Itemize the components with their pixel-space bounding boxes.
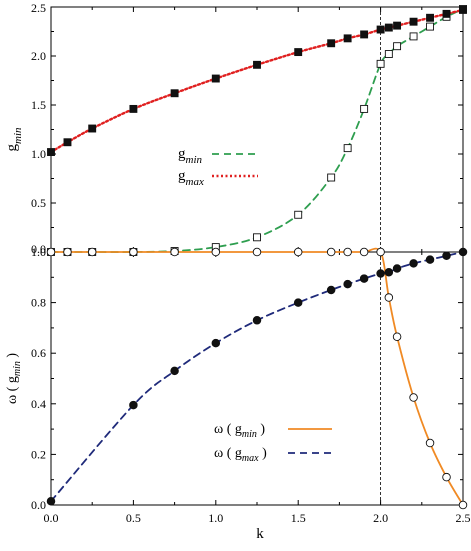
legend-label-omega-min: ω ( gmin )	[214, 422, 265, 440]
top-series-max-point	[88, 124, 97, 133]
bottom-series-max-point	[442, 251, 451, 261]
top-series-max-point	[360, 30, 369, 39]
bottom-ytick-label: 0.8	[31, 296, 46, 310]
bottom-series-max-point	[129, 400, 138, 410]
bottom-series-min-line	[50, 247, 464, 506]
top-ytick-label: 1.0	[31, 147, 46, 161]
x-axis-label: k	[256, 526, 264, 542]
bottom-series-min-point	[87, 247, 97, 257]
top-series-max-point	[253, 60, 261, 69]
bottom-series-max-point	[458, 247, 468, 257]
bottom-series-min-point	[343, 247, 352, 257]
top-series-min-point	[294, 210, 303, 219]
bottom-series-max-point	[392, 264, 402, 273]
bottom-series-min-point	[392, 332, 402, 342]
top-series-max-line	[49, 8, 465, 154]
bottom-xtick-label: 1.0	[208, 511, 223, 525]
top-series-max-point	[129, 104, 138, 113]
bottom-series-min-point	[293, 247, 303, 257]
bottom-series-max-point	[211, 338, 221, 348]
legend-label-omega-max: ω ( gmax )	[214, 446, 267, 464]
bottom-ytick-label: 0.6	[31, 346, 46, 360]
bottom-series-min-point	[409, 393, 418, 402]
bottom-series-min-point	[46, 247, 56, 257]
bottom-ytick-label: 0.2	[31, 447, 46, 461]
bottom-xtick-label: 2.0	[373, 511, 388, 525]
top-ytick-label: 0.0	[31, 242, 46, 256]
bottom-frame	[50, 251, 464, 506]
bottom-series-min-point	[326, 247, 336, 257]
bottom-series-min-point	[384, 293, 394, 302]
bottom-series-min-point	[252, 247, 262, 257]
bottom-series-max-point	[46, 496, 56, 506]
legend-label-min: gmin	[178, 146, 203, 166]
bottom-series-max-point	[359, 274, 369, 283]
bottom-xtick-label: 2.5	[456, 511, 471, 525]
bottom-ytick-label: 1.0	[31, 245, 46, 259]
y-axis-label-top: gmin	[4, 127, 24, 152]
top-series-max-point	[294, 48, 303, 57]
bottom-series-min-point	[458, 500, 468, 510]
legend-label-max: gmax	[178, 168, 204, 188]
top-series-min-line	[50, 8, 464, 253]
top-series-max-point	[170, 89, 179, 98]
top-series-min-point	[253, 233, 261, 242]
top-series-max-point	[459, 5, 467, 14]
top-series-min-point	[409, 32, 418, 41]
top-series-max-point	[376, 25, 385, 34]
bottom-xtick-label: 1.5	[291, 511, 306, 525]
top-series-max-point	[47, 148, 55, 156]
top-series-max-point	[211, 74, 220, 83]
bottom-series-max-point	[384, 267, 394, 277]
top-ytick-label: 0.5	[31, 196, 46, 210]
top-ytick-label: 2.0	[31, 49, 46, 63]
bottom-series-max-point	[326, 285, 336, 295]
bottom-series-max-point	[409, 259, 418, 268]
bottom-xtick-label: 0.5	[126, 511, 141, 525]
bottom-series-max-point	[376, 269, 385, 278]
top-series-min-point	[376, 59, 385, 68]
top-series-min-point	[343, 144, 352, 153]
bottom-series-min-point	[442, 472, 451, 482]
top-ytick-label: 2.5	[31, 1, 46, 15]
bottom-series-min-point	[359, 247, 369, 257]
panel-omega: 0.00.20.40.60.81.00.0 0.5 1.0 1.5 2.0 2.5kω (…	[5, 245, 471, 542]
bottom-series-min-point	[425, 438, 435, 448]
bottom-xtick-label: 0.0	[44, 511, 59, 525]
bottom-series-max-point	[293, 298, 303, 307]
bottom-series-min-point	[129, 247, 138, 257]
bottom-series-min-point	[63, 247, 72, 257]
bottom-series-max-point	[170, 366, 179, 376]
top-series-max-point	[343, 34, 352, 43]
top-series-max-point	[426, 13, 434, 22]
bottom-ytick-label: 0.4	[31, 397, 46, 411]
top-series-max-point	[384, 23, 393, 32]
top-series-max-point	[409, 17, 418, 26]
bottom-series-min-point	[376, 247, 385, 257]
top-series-min-point	[393, 42, 402, 51]
top-series-max-point	[442, 9, 451, 18]
bottom-series-min-point	[211, 247, 221, 257]
top-series-max-point	[393, 21, 402, 30]
top-series-min-point	[360, 104, 369, 113]
top-series-min-point	[426, 22, 434, 31]
bottom-series-max-point	[252, 316, 262, 325]
bottom-ytick-label: 0.0	[31, 498, 46, 512]
top-series-max-point	[327, 39, 336, 48]
top-series-min-point	[327, 173, 336, 182]
y-axis-label-bottom: ω ( gmin )	[5, 353, 23, 404]
top-series-min-point	[384, 50, 393, 58]
bottom-series-min-point	[170, 247, 179, 257]
bottom-series-max-point	[343, 279, 352, 289]
bottom-series-max-line	[50, 251, 464, 503]
top-ytick-label: 1.5	[31, 98, 46, 112]
bottom-series-max-point	[425, 255, 435, 264]
top-series-max-point	[63, 138, 72, 147]
